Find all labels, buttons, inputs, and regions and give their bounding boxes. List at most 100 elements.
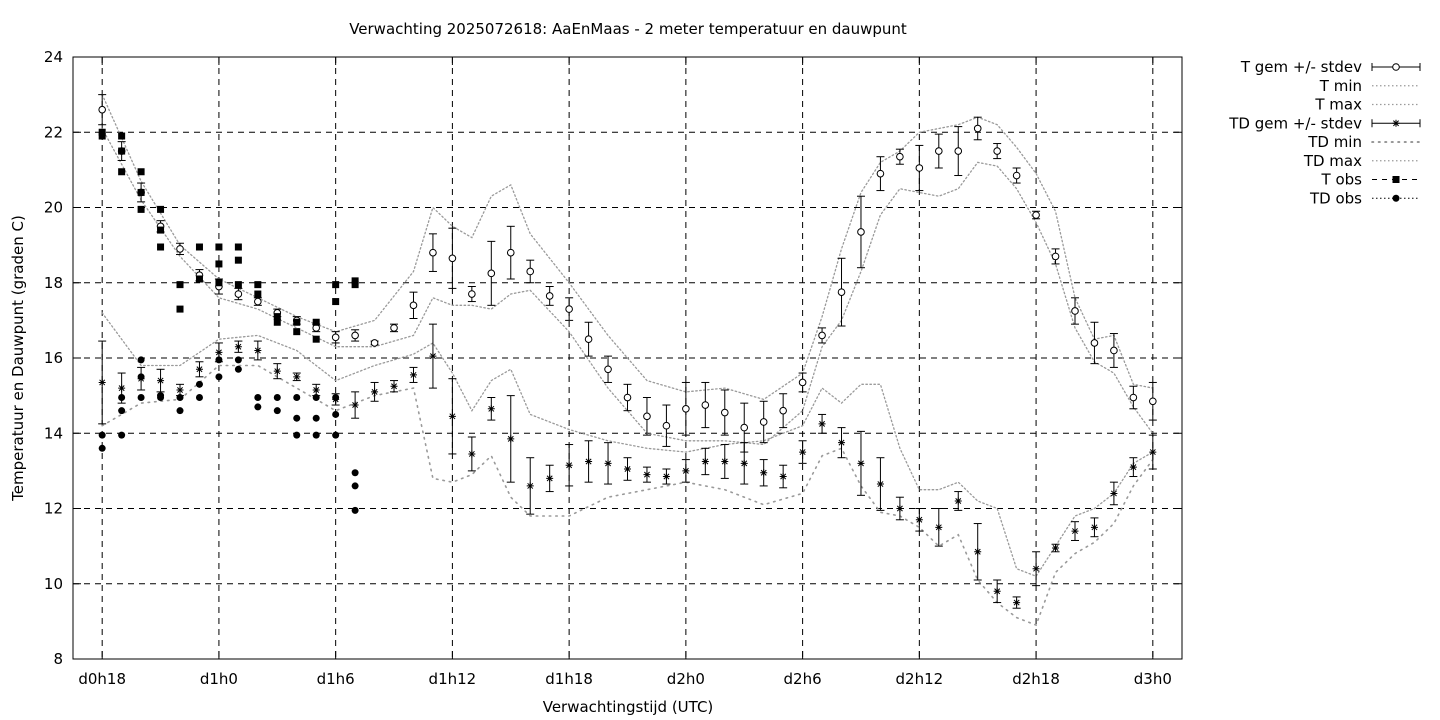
t-gem-point-marker [818,331,826,340]
td-gem-point-marker [429,352,437,360]
td-gem-point [934,508,943,547]
td-gem-point-marker [799,448,807,456]
t-gem-point-marker [934,147,943,155]
legend-marker [1392,176,1400,183]
y-axis-label: Temperatuur en Dauwpunt (graden C) [9,215,27,502]
x-tick-label: d2h0 [667,670,705,688]
td-gem-point [993,579,1002,604]
td-gem-point-marker [1032,565,1040,573]
t-obs-point [157,226,165,234]
td-obs-point [312,394,320,402]
td-obs-point [332,410,340,418]
td-gem-point-marker [935,523,943,531]
t-gem-point [720,389,729,436]
x-tick-label: d2h12 [896,670,944,688]
td-gem-point-marker [118,384,126,392]
t-obs-point [98,132,106,140]
td-obs-point [118,407,126,415]
td-gem-point-marker [740,459,748,467]
t-gem-point-marker [701,401,710,409]
td-obs-point [215,373,223,381]
td-gem-point-marker [390,382,398,390]
td-gem-point-marker [974,548,982,556]
t-obs-point [215,243,223,251]
t-gem-point-marker [779,406,787,415]
t-gem-point [370,339,379,347]
t-gem-point [973,116,982,141]
t-gem-point-marker [837,288,846,296]
td-gem-point [292,372,301,382]
td-gem-point [720,444,729,479]
td-gem-point-marker [273,367,281,375]
t-gem-point-marker [526,267,535,276]
td-gem-point-marker [662,473,670,481]
t-gem-point-marker [584,335,593,343]
td-gem-point [1109,481,1118,506]
td-obs-point [176,394,184,402]
t-gem-point [662,404,671,447]
t-obs-point [137,205,145,213]
t-gem-point-marker [740,423,749,432]
t-gem-point-marker [896,152,904,161]
t-gem-point-marker [254,297,262,306]
td-obs-point [118,431,126,439]
td-gem-point [1070,521,1079,541]
legend-entry: TD min [1307,133,1421,151]
t-gem-point [856,195,865,269]
td-gem-point [1051,543,1060,553]
t-obs-point [157,243,165,251]
td-gem-point-marker [312,386,320,394]
legend-label: T max [1314,96,1362,114]
t-min-line [101,127,1154,446]
td-gem-point [1090,517,1099,538]
td-gem-point [98,340,107,425]
td-gem-point [565,444,574,487]
t-obs-point [234,243,242,251]
td-gem-point-marker [215,348,223,356]
td-obs-point [293,431,301,439]
t-gem-point [351,329,360,342]
t-obs-point [254,281,262,289]
y-tick-label: 10 [44,575,63,593]
td-gem-point-marker [526,482,534,490]
t-gem-point-marker [545,292,554,300]
td-gem-point-marker [1149,448,1157,456]
td-gem-point [176,383,185,397]
td-gem-point-marker [1110,489,1118,497]
td-gem-point [973,523,982,581]
td-gem-point [701,447,710,476]
t-gem-point-marker [370,339,379,347]
td-gem-point-marker [487,405,495,413]
t-gem-point [1070,297,1079,325]
y-tick-label: 24 [44,48,63,66]
t-gem-point-marker [351,331,359,340]
t-gem-point-marker [1110,346,1118,355]
td-gem-point-marker [1071,527,1079,535]
t-gem-point-marker [993,147,1001,155]
td-gem-point [545,464,554,493]
t-gem-point [798,372,807,393]
t-gem-point [487,240,496,306]
t-obs-point [351,281,359,289]
td-gem-point [623,457,632,481]
t-obs-point [273,318,281,326]
t-gem-point-marker [1051,252,1060,261]
x-tick-label: d2h18 [1012,670,1060,688]
td-obs-point [351,506,359,514]
td-gem-point [740,442,749,485]
td-gem-point [273,363,282,380]
td-gem-point-marker [546,474,554,482]
td-gem-point [662,468,671,485]
y-tick-label: 12 [44,500,63,518]
td-gem-point [253,340,262,361]
t-gem-point-marker [234,290,243,298]
legend-entry: TD max [1303,152,1420,170]
t-gem-point-marker [98,105,106,114]
t-gem-point [1051,248,1060,265]
t-gem-point-marker [409,301,418,310]
t-obs-point [312,318,320,326]
td-gem-point-marker [254,346,262,354]
t-gem-point [1032,210,1041,220]
t-gem-point [954,126,963,177]
